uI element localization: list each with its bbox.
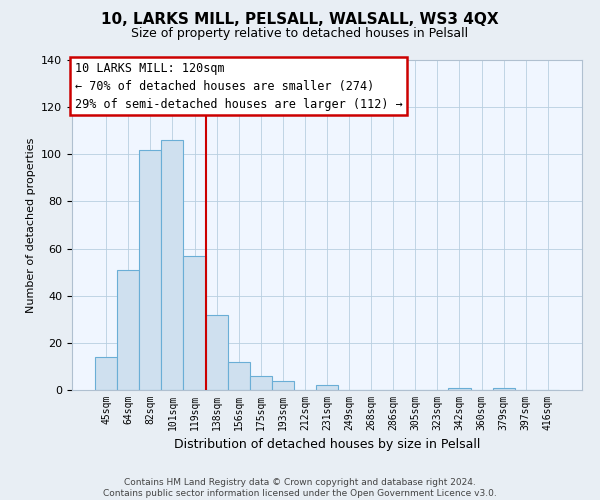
Text: Contains HM Land Registry data © Crown copyright and database right 2024.
Contai: Contains HM Land Registry data © Crown c…	[103, 478, 497, 498]
Bar	[206, 314, 227, 390]
Text: 10, LARKS MILL, PELSALL, WALSALL, WS3 4QX: 10, LARKS MILL, PELSALL, WALSALL, WS3 4Q…	[101, 12, 499, 28]
Text: 10 LARKS MILL: 120sqm
← 70% of detached houses are smaller (274)
29% of semi-det: 10 LARKS MILL: 120sqm ← 70% of detached …	[74, 62, 403, 110]
Bar	[493, 388, 515, 390]
X-axis label: Distribution of detached houses by size in Pelsall: Distribution of detached houses by size …	[174, 438, 480, 452]
Bar	[117, 270, 139, 390]
Text: Size of property relative to detached houses in Pelsall: Size of property relative to detached ho…	[131, 28, 469, 40]
Bar	[316, 386, 338, 390]
Bar	[448, 388, 470, 390]
Y-axis label: Number of detached properties: Number of detached properties	[26, 138, 35, 312]
Bar	[272, 380, 294, 390]
Bar	[139, 150, 161, 390]
Bar	[161, 140, 184, 390]
Bar	[184, 256, 206, 390]
Bar	[95, 357, 117, 390]
Bar	[227, 362, 250, 390]
Bar	[250, 376, 272, 390]
